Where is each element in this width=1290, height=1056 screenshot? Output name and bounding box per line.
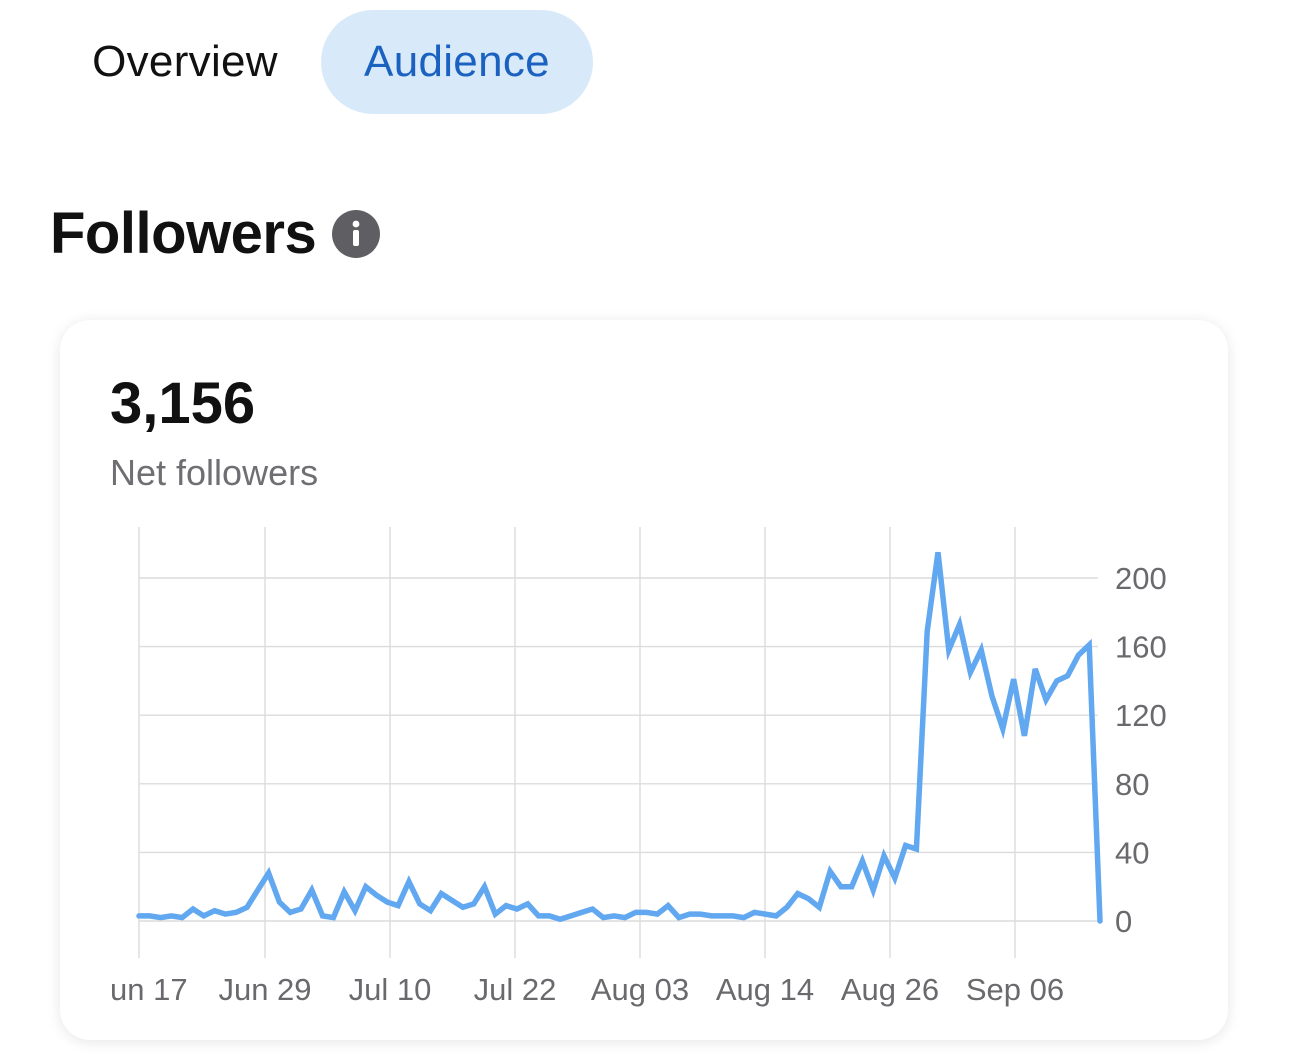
net-followers-label: Net followers [110,452,319,493]
tab-overview[interactable]: Overview [92,37,278,86]
section-title: Followers [50,201,317,266]
x-tick-label: Sep 06 [966,972,1064,1007]
x-tick-label: Aug 14 [716,972,814,1007]
y-tick-label: 0 [1115,904,1132,939]
y-tick-label: 80 [1115,767,1149,802]
info-icon[interactable] [332,209,381,258]
x-tick-label: Jun 29 [218,972,311,1007]
x-tick-label: un 17 [110,972,188,1007]
y-tick-label: 200 [1115,561,1167,596]
y-tick-label: 120 [1115,698,1167,733]
info-glyph [352,220,360,246]
net-followers-value: 3,156 [110,371,256,436]
tab-audience[interactable]: Audience [321,10,593,114]
x-tick-label: Jul 22 [474,972,557,1007]
x-tick-label: Aug 26 [841,972,939,1007]
x-tick-label: Aug 03 [591,972,689,1007]
series-line [136,551,1103,924]
tab-bar: Overview Audience [0,0,1290,130]
section-header: Followers [50,200,381,267]
y-tick-label: 40 [1115,835,1149,870]
x-tick-label: Jul 10 [349,972,432,1007]
y-tick-label: 160 [1115,630,1167,665]
